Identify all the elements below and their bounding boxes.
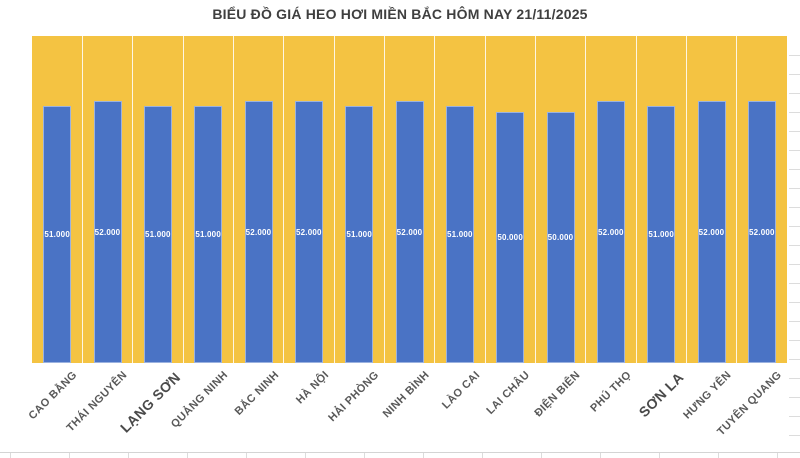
bar-value-label: 50.000: [547, 232, 574, 242]
spreadsheet-row-gridline: [789, 74, 800, 75]
category-label: CAO BẰNG: [26, 369, 80, 423]
bar-value-label: 52.000: [94, 227, 121, 237]
spreadsheet-row-gridline: [789, 340, 800, 341]
spreadsheet-row-gridline: [789, 150, 800, 151]
spreadsheet-column-gridline: [69, 453, 70, 458]
plot-area: 51.000 52.000 51.000 51.000 52.000 52.000 51.0…: [32, 36, 787, 363]
category-label: HẢI PHÒNG: [326, 369, 382, 425]
spreadsheet-row-gridline: [789, 207, 800, 208]
spreadsheet-column-gridline: [364, 453, 365, 458]
spreadsheet-row-gridline: [789, 302, 800, 303]
category-gridline: [333, 36, 335, 363]
category-label: LÀO CAI: [439, 369, 483, 412]
category-gridline: [182, 36, 184, 363]
spreadsheet-row-gridline: [789, 264, 800, 265]
bar: 51.000: [194, 106, 223, 363]
bar: 50.000: [546, 111, 575, 363]
spreadsheet-row-gridline: [789, 283, 800, 284]
spreadsheet-column-gridline: [423, 453, 424, 458]
spreadsheet-column-gridline: [10, 453, 11, 458]
category-label: ĐIỆN BIÊN: [532, 369, 583, 420]
spreadsheet-column-gridline: [305, 453, 306, 458]
bar: 51.000: [647, 106, 676, 363]
spreadsheet-row-gridline: [789, 397, 800, 398]
spreadsheet-row-gridline: [789, 188, 800, 189]
bar: 52.000: [294, 101, 323, 363]
category-gridline: [81, 36, 83, 363]
spreadsheet-column-gridline: [541, 453, 542, 458]
spreadsheet-row-gridline: [789, 321, 800, 322]
spreadsheet-bottom-gridline: [0, 452, 800, 453]
spreadsheet-row-gridline: [789, 378, 800, 379]
category-label: HÀ NỘI: [293, 369, 332, 407]
spreadsheet-column-gridline: [246, 453, 247, 458]
category-label: HƯNG YÊN: [681, 369, 734, 422]
bar: 52.000: [747, 101, 776, 363]
category-gridline: [132, 36, 134, 363]
bar-value-label: 51.000: [44, 230, 70, 240]
spreadsheet-column-gridline: [659, 453, 660, 458]
bar: 51.000: [143, 106, 172, 363]
bar-value-label: 52.000: [396, 227, 423, 237]
category-label: NINH BÌNH: [380, 369, 432, 421]
spreadsheet-column-gridline: [600, 453, 601, 458]
spreadsheet-row-gridline: [789, 131, 800, 132]
category-gridline: [585, 36, 587, 363]
bar: 50.000: [496, 111, 525, 363]
category-gridline: [434, 36, 436, 363]
bar-value-label: 52.000: [245, 227, 272, 237]
category-label: LAI CHÂU: [484, 369, 533, 417]
bar: 52.000: [697, 101, 726, 363]
spreadsheet-column-gridline: [482, 453, 483, 458]
bar: 52.000: [244, 101, 273, 363]
chart-title: BIỂU ĐỒ GIÁ HEO HƠI MIỀN BẮC HÔM NAY 21/…: [212, 6, 588, 22]
bar: 52.000: [395, 101, 424, 363]
bar: 52.000: [93, 101, 122, 363]
bar-value-label: 51.000: [446, 230, 473, 240]
spreadsheet-row-gridline: [789, 359, 800, 360]
bar: 52.000: [596, 101, 625, 363]
spreadsheet-row-gridline: [789, 435, 800, 436]
category-gridline: [534, 36, 536, 363]
spreadsheet-column-gridline: [718, 453, 719, 458]
bar: 51.000: [345, 106, 374, 363]
spreadsheet-row-gridline: [789, 55, 800, 56]
bar-value-label: 50.000: [497, 232, 523, 242]
spreadsheet-column-gridline: [187, 453, 188, 458]
bar-value-label: 52.000: [698, 227, 725, 237]
spreadsheet-row-gridline: [789, 169, 800, 170]
bar-value-label: 52.000: [748, 227, 775, 237]
bar-value-label: 51.000: [144, 230, 171, 240]
bar-value-label: 51.000: [648, 230, 674, 240]
spreadsheet-column-gridline: [777, 453, 778, 458]
spreadsheet-row-gridline: [789, 93, 800, 94]
spreadsheet-row-gridline: [789, 245, 800, 246]
category-label: BẮC NINH: [232, 369, 281, 418]
spreadsheet-column-gridline: [128, 453, 129, 458]
bar-value-label: 52.000: [597, 227, 624, 237]
bar-value-label: 52.000: [295, 227, 322, 237]
bar-value-label: 51.000: [346, 230, 372, 240]
spreadsheet-row-gridline: [789, 416, 800, 417]
bar: 51.000: [43, 106, 72, 363]
category-gridline: [283, 36, 285, 363]
spreadsheet-row-gridline: [789, 226, 800, 227]
category-gridline: [736, 36, 738, 363]
bar: 51.000: [445, 106, 474, 363]
category-label: PHÚ THỌ: [587, 369, 634, 415]
category-label: SƠN LA: [635, 369, 687, 421]
category-gridline: [232, 36, 234, 363]
category-gridline: [635, 36, 637, 363]
spreadsheet-row-gridline: [789, 112, 800, 113]
category-gridline: [484, 36, 486, 363]
bar-value-label: 51.000: [195, 230, 221, 240]
category-gridline: [383, 36, 385, 363]
category-gridline: [685, 36, 687, 363]
